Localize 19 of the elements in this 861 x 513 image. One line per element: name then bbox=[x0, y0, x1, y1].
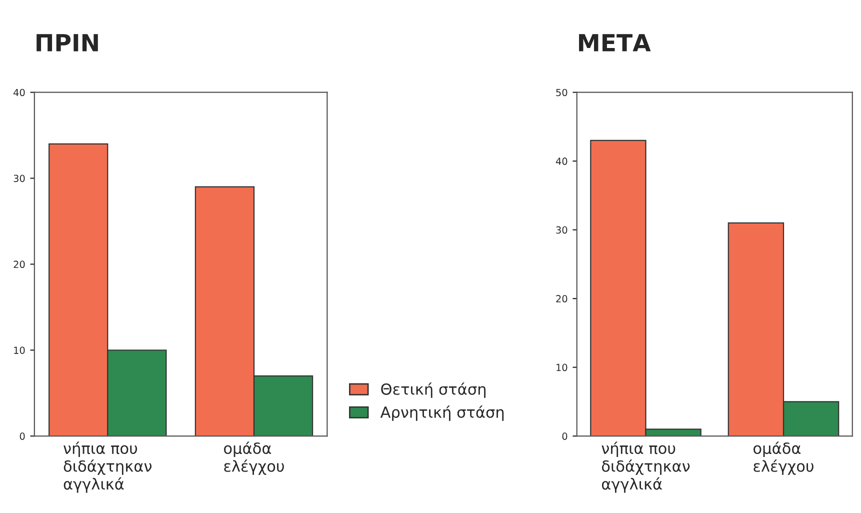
legend-label: Αρνητική στάση bbox=[380, 406, 504, 421]
y-tick-label: 30 bbox=[556, 226, 568, 234]
x-tick-label: ομάδα ελέγχου bbox=[754, 442, 814, 475]
chart-title: ΜΕΤΑ bbox=[579, 34, 651, 52]
y-tick-label: 10 bbox=[556, 364, 568, 372]
x-tick-label: νήπια που διδάχτηκαν αγγλικά bbox=[64, 442, 152, 493]
x-tick-label: ομάδα ελέγχου bbox=[224, 442, 284, 475]
x-tick-label: νήπια που διδάχτηκαν αγγλικά bbox=[602, 442, 690, 493]
y-tick-label: 0 bbox=[562, 432, 568, 440]
y-tick-label: 20 bbox=[14, 260, 25, 268]
y-tick-label: 20 bbox=[556, 295, 568, 302]
legend-label: Θετική στάση bbox=[381, 382, 486, 398]
y-tick-label: 0 bbox=[20, 432, 25, 440]
y-tick-label: 30 bbox=[14, 174, 25, 182]
y-tick-label: 50 bbox=[556, 88, 568, 96]
y-tick-label: 10 bbox=[14, 346, 25, 354]
y-tick-label: 40 bbox=[14, 88, 25, 96]
y-tick-label: 40 bbox=[556, 158, 568, 165]
chart-title: ΠΡΙΝ bbox=[36, 34, 98, 52]
